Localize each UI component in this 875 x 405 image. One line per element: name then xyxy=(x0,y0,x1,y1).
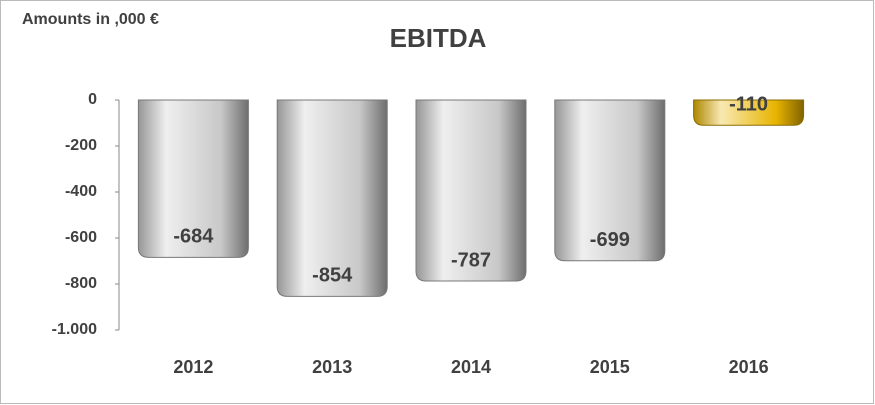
x-tick-label: 2015 xyxy=(590,357,630,377)
y-tick-label: -800 xyxy=(65,275,97,292)
bar xyxy=(693,99,805,126)
y-tick-label: 0 xyxy=(88,91,97,108)
bar xyxy=(554,99,666,262)
bar xyxy=(415,99,527,282)
y-tick-label: -200 xyxy=(65,137,97,154)
chart-title: EBITDA xyxy=(390,23,487,53)
y-tick-label: -600 xyxy=(65,229,97,246)
bar xyxy=(276,99,388,297)
data-label: -787 xyxy=(451,249,491,271)
y-tick-label: -400 xyxy=(65,183,97,200)
bar xyxy=(137,99,249,258)
data-label: -684 xyxy=(173,226,214,248)
data-label: -110 xyxy=(729,94,768,116)
x-tick-label: 2012 xyxy=(173,357,213,377)
chart-subtitle: Amounts in ,000 € xyxy=(22,11,159,28)
x-tick-label: 2013 xyxy=(312,357,352,377)
data-label: -854 xyxy=(312,265,353,287)
x-tick-label: 2014 xyxy=(451,357,491,377)
x-tick-label: 2016 xyxy=(729,357,769,377)
data-label: -699 xyxy=(590,229,630,251)
y-tick-label: -1.000 xyxy=(52,321,97,338)
